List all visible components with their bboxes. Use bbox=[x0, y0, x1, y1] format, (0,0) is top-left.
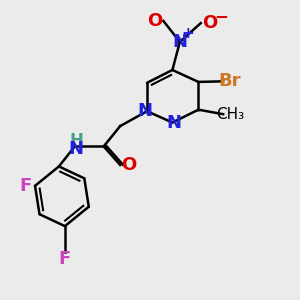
Text: N: N bbox=[167, 113, 182, 131]
Text: N: N bbox=[172, 33, 188, 51]
Text: N: N bbox=[137, 102, 152, 120]
Text: +: + bbox=[181, 26, 194, 41]
Text: F: F bbox=[59, 250, 71, 268]
Text: N: N bbox=[69, 140, 84, 158]
Text: O: O bbox=[147, 12, 162, 30]
Text: F: F bbox=[20, 177, 32, 195]
Text: CH₃: CH₃ bbox=[217, 107, 245, 122]
Text: O: O bbox=[202, 14, 217, 32]
Text: O: O bbox=[122, 156, 137, 174]
Text: H: H bbox=[69, 132, 83, 150]
Text: −: − bbox=[215, 7, 229, 25]
Text: Br: Br bbox=[218, 72, 240, 90]
